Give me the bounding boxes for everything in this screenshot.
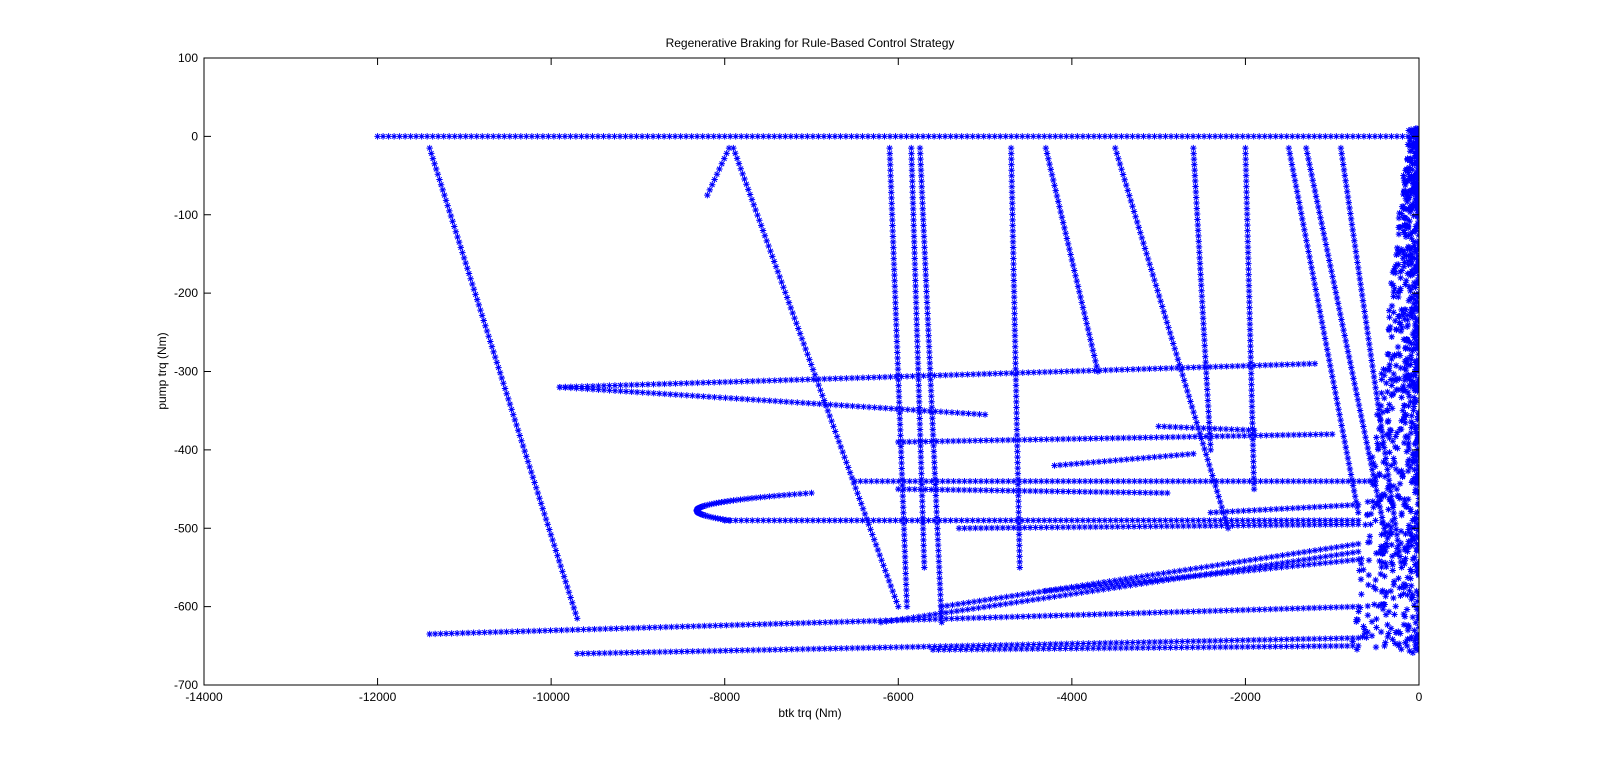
marker-layer <box>374 125 1419 657</box>
data-trace <box>693 489 815 524</box>
data-trace <box>1155 423 1258 434</box>
data-trace <box>556 383 989 418</box>
y-tick-label: -100 <box>174 208 198 222</box>
x-tick-label: -4000 <box>1057 690 1088 704</box>
data-trace <box>704 144 733 199</box>
data-trace <box>955 521 1362 532</box>
data-trace <box>426 603 1362 638</box>
x-tick-label: -6000 <box>883 690 914 704</box>
data-trace <box>886 144 911 610</box>
y-tick-label: -500 <box>174 521 198 535</box>
y-tick-label: -200 <box>174 286 198 300</box>
y-tick-label: -300 <box>174 365 198 379</box>
x-tick-label: -2000 <box>1230 690 1261 704</box>
data-trace <box>1337 144 1405 571</box>
data-trace <box>1302 144 1388 532</box>
data-trace <box>1042 556 1362 595</box>
x-tick-label: -14000 <box>185 690 223 704</box>
y-tick-label: -400 <box>174 443 198 457</box>
data-trace <box>895 431 1336 446</box>
data-trace <box>1042 144 1102 375</box>
x-tick-label: -10000 <box>532 690 570 704</box>
x-axis: -14000 -12000 -10000 -8000 -6000 -4000 -2000 0 <box>185 58 1423 704</box>
data-trace <box>1190 144 1214 454</box>
x-tick-label: 0 <box>1416 690 1423 704</box>
data-trace <box>1051 450 1197 469</box>
data-trace <box>1242 144 1258 493</box>
data-trace <box>1007 144 1023 571</box>
data-trace <box>1112 144 1232 532</box>
y-tick-label: 0 <box>191 129 198 143</box>
x-tick-label: -12000 <box>359 690 397 704</box>
y-tick-label: -700 <box>174 678 198 692</box>
plot-frame <box>203 57 1420 686</box>
data-trace <box>929 642 1362 653</box>
data-trace <box>1349 125 1419 657</box>
y-tick-label: 100 <box>178 51 198 65</box>
plot-area <box>374 125 1419 657</box>
data-trace <box>895 485 1171 497</box>
data-trace <box>1285 144 1362 516</box>
chart-title: Regenerative Braking for Rule-Based Cont… <box>666 36 955 50</box>
data-trace <box>1207 501 1362 516</box>
y-axis-label: pump trq (Nm) <box>155 332 169 409</box>
y-tick-label: -600 <box>174 600 198 614</box>
data-trace <box>573 634 1362 657</box>
x-axis-label: btk trq (Nm) <box>778 706 841 720</box>
data-trace <box>426 144 581 622</box>
data-trace <box>374 133 1419 140</box>
y-axis: -700 -600 -500 -400 -300 -200 -100 0 100 <box>174 51 1419 692</box>
x-tick-label: -8000 <box>709 690 740 704</box>
data-trace <box>851 478 1379 485</box>
